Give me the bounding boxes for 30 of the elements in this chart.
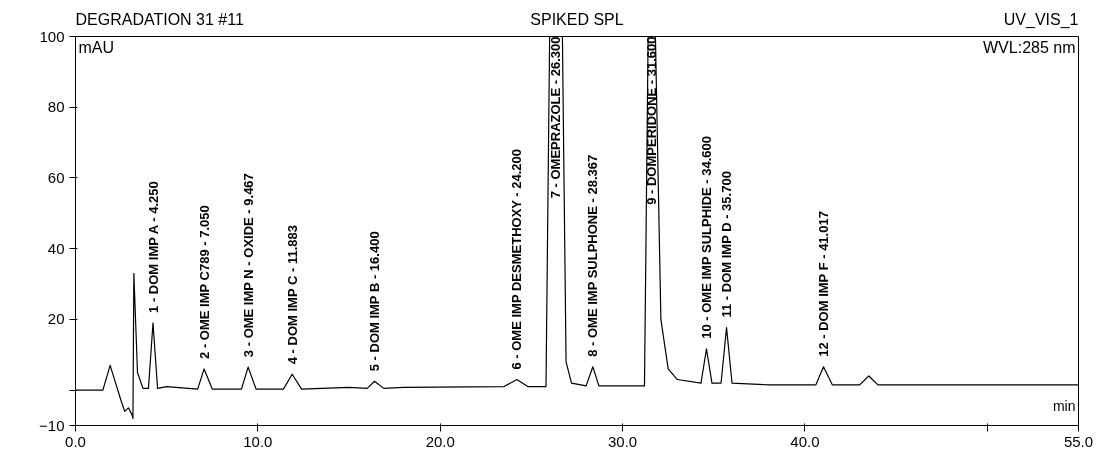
x-axis-title: min xyxy=(1052,397,1076,414)
x-tick-label: 20.0 xyxy=(425,432,455,450)
annotation: 8 - OME IMP SULPHONE - 28.367 xyxy=(585,154,601,357)
annotation: 2 - OME IMP C789 - 7.050 xyxy=(196,205,212,359)
annotation: 12 - DOM IMP F - 41.017 xyxy=(816,211,831,357)
chart-title: DEGRADATION 31 #11 xyxy=(75,10,244,28)
annotation: 4 - DOM IMP C - 11.883 xyxy=(284,225,300,365)
annotation: 3 - OME IMP N - OXIDE - 9.467 xyxy=(240,173,256,358)
x-tick-label: 55.0 xyxy=(1063,432,1094,450)
y-axis-title: mAU xyxy=(78,38,115,56)
y-tick-label: 100 xyxy=(39,27,65,45)
x-tick-label: 10.0 xyxy=(243,432,273,450)
annotation: 7 - OMEPRAZOLE - 26.300 xyxy=(547,36,563,199)
y-tick-label: 60 xyxy=(47,168,65,186)
annotation: 6 - OME IMP DESMETHOXY - 24.200 xyxy=(509,148,525,370)
chart-subtitle: SPIKED SPL xyxy=(530,10,624,28)
x-tick-label: 0.0 xyxy=(65,432,86,450)
y-tick-label: 40 xyxy=(47,239,65,257)
y-tick-label: 20 xyxy=(47,310,65,328)
y-tick-label: −10 xyxy=(39,416,65,434)
x-tick-label: 30.0 xyxy=(607,432,638,450)
annotation: 5 - DOM IMP B - 16.400 xyxy=(367,231,383,372)
y-tick-label: 80 xyxy=(47,98,65,116)
text: UV_VIS_1 xyxy=(1003,10,1079,29)
annotation: 11 - DOM IMP D - 35.700 xyxy=(719,171,735,318)
annotation: WVL:285 nm xyxy=(983,38,1076,56)
x-tick-label: 40.0 xyxy=(790,432,820,450)
annotation: 10 - OME IMP SULPHIDE - 34.600 xyxy=(698,135,714,339)
annotation: 1 - DOM IMP A - 4.250 xyxy=(145,181,161,313)
annotation: 9 - DOMPERIDONE - 31.600 xyxy=(644,36,660,205)
